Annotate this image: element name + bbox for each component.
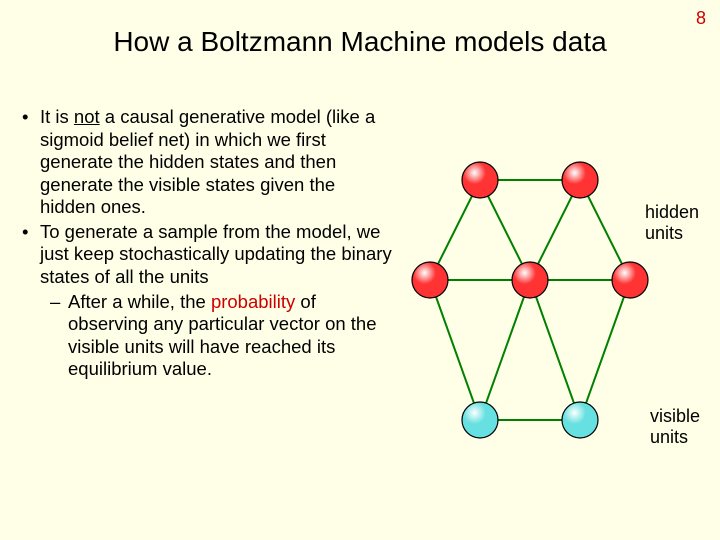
hidden-node <box>562 162 598 198</box>
hidden-units-label: hidden units <box>645 202 699 243</box>
text-span: After a while, the <box>68 291 211 312</box>
sub-bullet-item: – After a while, the probability of obse… <box>50 291 392 381</box>
text-red: probability <box>211 291 295 312</box>
hidden-node <box>462 162 498 198</box>
network-diagram: hidden units visible units <box>410 150 710 500</box>
bullet-text: To generate a sample from the model, we … <box>40 221 392 289</box>
label-line: visible <box>650 406 700 426</box>
text-span: It is <box>40 106 74 127</box>
edge <box>480 280 530 420</box>
label-line: units <box>650 427 688 447</box>
sub-bullet-text: After a while, the probability of observ… <box>68 291 392 381</box>
hidden-node <box>612 262 648 298</box>
bullet-marker: • <box>22 221 40 289</box>
edge <box>580 280 630 420</box>
visible-node <box>562 402 598 438</box>
page-title: How a Boltzmann Machine models data <box>0 26 720 58</box>
sub-bullet-marker: – <box>50 291 68 381</box>
bullet-marker: • <box>22 106 40 219</box>
bullet-item: • To generate a sample from the model, w… <box>22 221 392 289</box>
hidden-node <box>412 262 448 298</box>
hidden-node <box>512 262 548 298</box>
text-underline: not <box>74 106 100 127</box>
label-line: hidden <box>645 202 699 222</box>
visible-units-label: visible units <box>650 406 700 447</box>
bullet-list: • It is not a causal generative model (l… <box>22 106 392 383</box>
label-line: units <box>645 223 683 243</box>
bullet-item: • It is not a causal generative model (l… <box>22 106 392 219</box>
edge <box>530 280 580 420</box>
visible-node <box>462 402 498 438</box>
edge <box>430 280 480 420</box>
bullet-text: It is not a causal generative model (lik… <box>40 106 392 219</box>
